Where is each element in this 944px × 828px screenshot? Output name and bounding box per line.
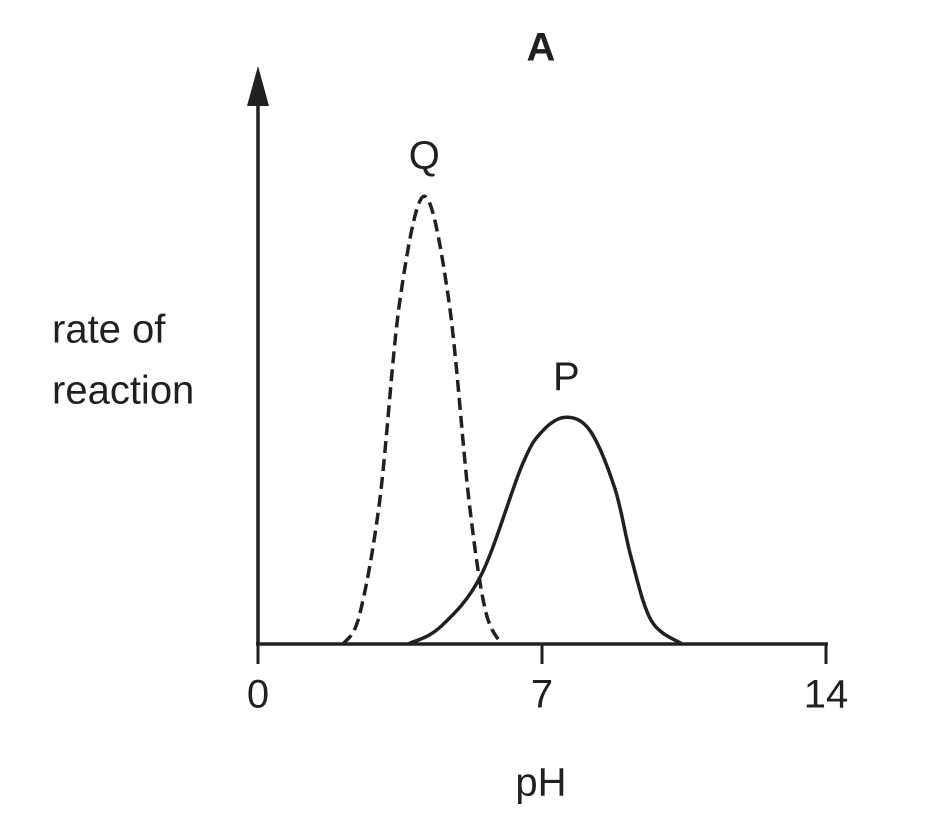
line-series [341, 194, 504, 646]
y-axis-label: rate of [52, 308, 166, 352]
y-axis-arrow [247, 66, 269, 106]
x-tick-label: 14 [804, 673, 849, 717]
series-label: Q [409, 134, 440, 178]
series-label: P [553, 355, 580, 399]
x-axis-label: pH [515, 761, 566, 805]
x-tick-label: 7 [531, 673, 553, 717]
x-tick-label: 0 [247, 673, 269, 717]
chart-title: A [527, 26, 556, 70]
line-series [407, 415, 684, 646]
y-axis-label: reaction [52, 369, 194, 413]
